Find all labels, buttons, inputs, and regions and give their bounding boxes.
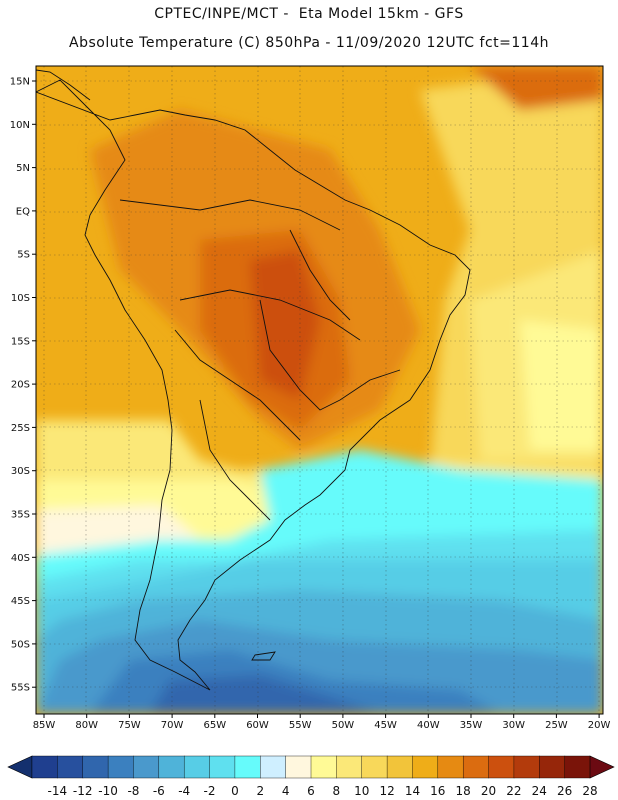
colorbar-swatch	[462, 755, 490, 779]
colorbar-swatch	[209, 755, 236, 779]
colorbar-label: 0	[231, 784, 239, 798]
lat-label: 40S	[11, 553, 30, 564]
longitude-axis: 85W 80W 75W 70W 65W 60W 55W 50W 45W 40W 35W 30W 25W 2…	[33, 714, 611, 731]
colorbar-label: 22	[506, 784, 521, 798]
colorbar-label: 6	[307, 784, 315, 798]
colorbar-swatch	[285, 755, 312, 779]
colorbar-swatch	[133, 755, 160, 779]
colorbar-swatch	[310, 755, 337, 779]
lat-label: 20S	[11, 380, 30, 391]
lon-label: 75W	[118, 720, 141, 731]
lat-label: 55S	[11, 683, 30, 694]
colorbar-label: -14	[48, 784, 68, 798]
colorbar-swatch	[57, 755, 84, 779]
lon-label: 30W	[502, 720, 525, 731]
colorbar-label: 28	[582, 784, 597, 798]
colorbar-label: 16	[430, 784, 445, 798]
lon-label: 60W	[246, 720, 269, 731]
colorbar-swatch	[412, 755, 439, 779]
graticule	[36, 66, 603, 714]
lat-label: 50S	[11, 639, 30, 650]
colorbar-swatch	[183, 755, 211, 779]
colorbar-label: -2	[204, 784, 216, 798]
colorbar-swatch	[31, 755, 58, 779]
map-frame	[35, 65, 604, 715]
lon-label: 85W	[33, 720, 56, 731]
colorbar-under-arrow	[7, 755, 33, 779]
map-title-line-2: Absolute Temperature (C) 850hPa - 11/09/…	[69, 35, 549, 51]
colorbar-label: 10	[354, 784, 369, 798]
colorbar: -14 -12 -10 -8 -6 -4 -2 0 2 4 6 8 10 12 14 16 18 20 22 24 26…	[7, 755, 615, 798]
colorbar-swatch	[539, 755, 566, 779]
colorbar-label: 20	[481, 784, 496, 798]
lat-label: 45S	[11, 596, 30, 607]
lon-label: 80W	[75, 720, 98, 731]
colorbar-label: -4	[178, 784, 190, 798]
colorbar-swatch	[260, 755, 287, 779]
colorbar-label: 14	[405, 784, 420, 798]
lat-label: 25S	[11, 423, 30, 434]
lat-label: 5S	[17, 250, 30, 261]
colorbar-label: -10	[98, 784, 118, 798]
colorbar-swatch	[437, 755, 464, 779]
colorbar-label: 12	[379, 784, 394, 798]
lat-label: 5N	[16, 163, 30, 174]
lat-label: EQ	[16, 206, 30, 217]
colorbar-label: 2	[256, 784, 264, 798]
temperature-field	[36, 66, 603, 714]
colorbar-swatch	[386, 755, 413, 779]
colorbar-swatch	[564, 755, 591, 779]
lat-label: 10S	[11, 293, 30, 304]
lon-label: 70W	[161, 720, 184, 731]
colorbar-label: 24	[532, 784, 547, 798]
colorbar-label: 26	[557, 784, 572, 798]
lon-label: 35W	[460, 720, 483, 731]
colorbar-label: 8	[333, 784, 341, 798]
lat-label: 30S	[11, 466, 30, 477]
lon-label: 25W	[545, 720, 568, 731]
colorbar-swatch	[488, 755, 515, 779]
colorbar-label: 4	[282, 784, 290, 798]
lon-label: 55W	[289, 720, 312, 731]
colorbar-label: -6	[153, 784, 165, 798]
lon-label: 45W	[374, 720, 397, 731]
colorbar-label: -12	[73, 784, 93, 798]
colorbar-swatch	[82, 755, 109, 779]
lat-label: 15S	[11, 336, 30, 347]
lon-label: 50W	[332, 720, 355, 731]
lat-label: 35S	[11, 510, 30, 521]
lat-label: 10N	[10, 120, 30, 131]
lon-label: 20W	[588, 720, 611, 731]
colorbar-swatch	[158, 755, 185, 779]
colorbar-swatch	[361, 755, 388, 779]
colorbar-swatch	[234, 755, 261, 779]
lon-label: 65W	[203, 720, 226, 731]
colorbar-label: 18	[456, 784, 471, 798]
latitude-axis: 15N 10N 5N EQ 5S 10S 15S 20S 25S 30S 35S 40S 45S 50S 5…	[10, 77, 36, 694]
colorbar-label: -8	[127, 784, 139, 798]
lon-label: 40W	[417, 720, 440, 731]
colorbar-swatch	[336, 755, 363, 779]
colorbar-swatch	[107, 755, 134, 779]
map-title-line-1: CPTEC/INPE/MCT - Eta Model 15km - GFS	[154, 6, 464, 22]
colorbar-over-arrow	[589, 755, 615, 779]
colorbar-swatch	[513, 755, 540, 779]
lat-label: 15N	[10, 77, 30, 88]
